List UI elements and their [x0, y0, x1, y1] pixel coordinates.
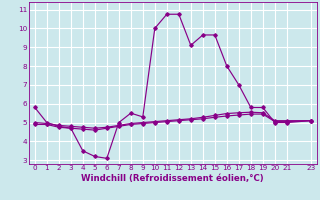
X-axis label: Windchill (Refroidissement éolien,°C): Windchill (Refroidissement éolien,°C) [82, 174, 264, 183]
